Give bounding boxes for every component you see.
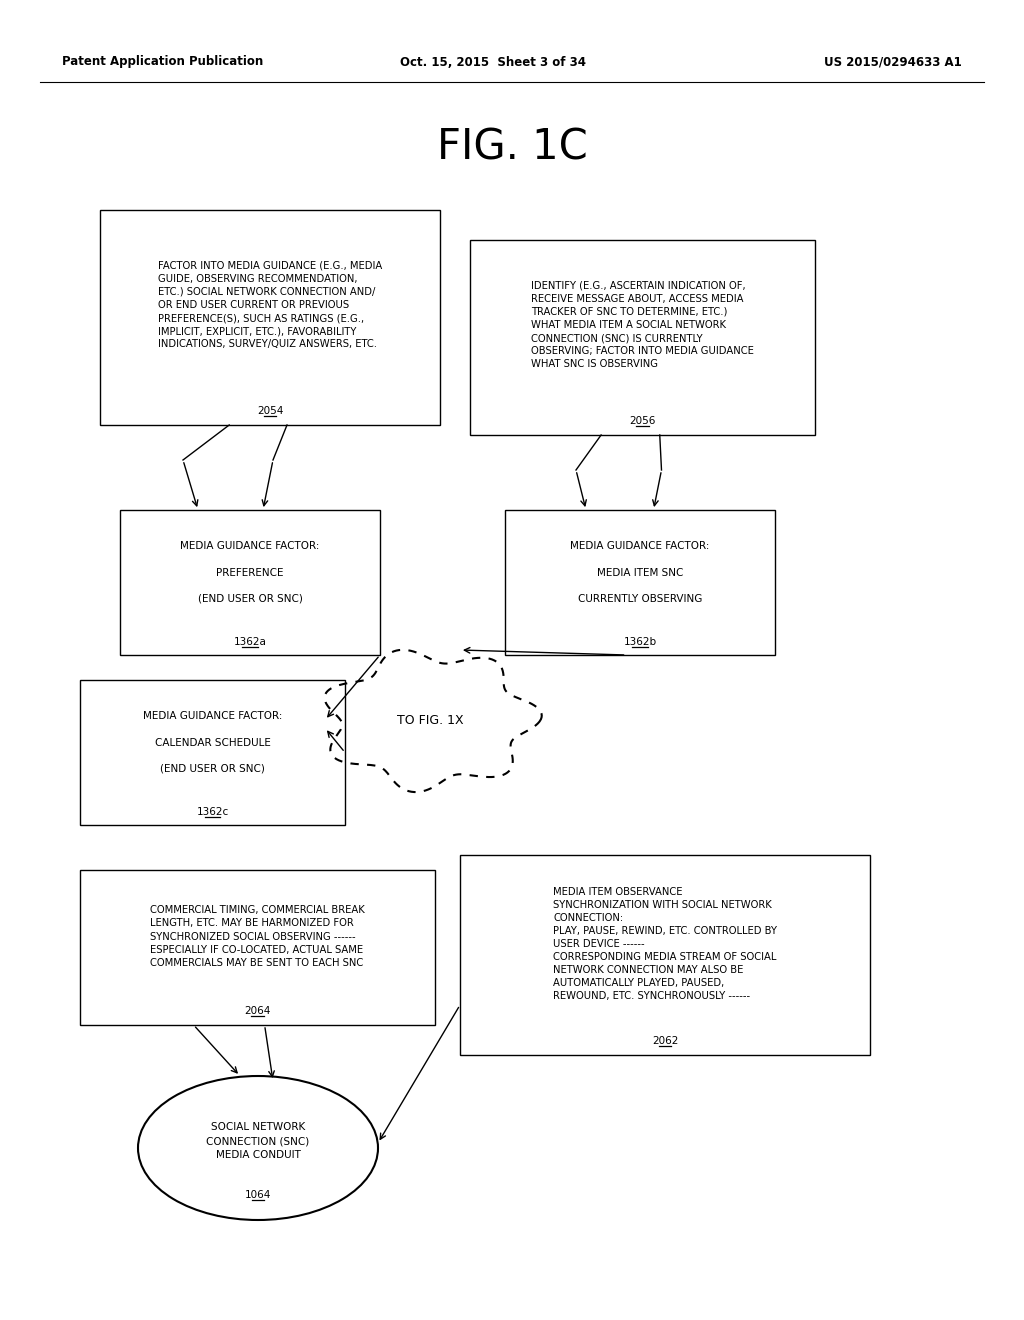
Text: 2064: 2064 <box>245 1006 270 1016</box>
Text: MEDIA GUIDANCE FACTOR:

CALENDAR SCHEDULE

(END USER OR SNC): MEDIA GUIDANCE FACTOR: CALENDAR SCHEDULE… <box>142 711 283 774</box>
Text: 1362c: 1362c <box>197 807 228 817</box>
Text: MEDIA GUIDANCE FACTOR:

MEDIA ITEM SNC

CURRENTLY OBSERVING: MEDIA GUIDANCE FACTOR: MEDIA ITEM SNC CU… <box>570 541 710 605</box>
Text: TO FIG. 1X: TO FIG. 1X <box>396 714 463 726</box>
Text: 2062: 2062 <box>652 1036 678 1045</box>
Text: COMMERCIAL TIMING, COMMERCIAL BREAK
LENGTH, ETC. MAY BE HARMONIZED FOR
SYNCHRONI: COMMERCIAL TIMING, COMMERCIAL BREAK LENG… <box>151 906 365 968</box>
Bar <box>80 870 435 1026</box>
Text: US 2015/0294633 A1: US 2015/0294633 A1 <box>824 55 962 69</box>
Text: 1362a: 1362a <box>233 638 266 647</box>
Bar <box>505 510 775 655</box>
Text: 1064: 1064 <box>245 1191 271 1200</box>
Bar <box>80 680 345 825</box>
Text: 2054: 2054 <box>257 407 284 416</box>
Text: 1362b: 1362b <box>624 638 656 647</box>
Text: FIG. 1C: FIG. 1C <box>436 127 588 169</box>
Text: Oct. 15, 2015  Sheet 3 of 34: Oct. 15, 2015 Sheet 3 of 34 <box>400 55 586 69</box>
Bar <box>470 240 815 436</box>
Text: FACTOR INTO MEDIA GUIDANCE (E.G., MEDIA
GUIDE, OBSERVING RECOMMENDATION,
ETC.) S: FACTOR INTO MEDIA GUIDANCE (E.G., MEDIA … <box>158 261 382 348</box>
Text: Patent Application Publication: Patent Application Publication <box>62 55 263 69</box>
Bar <box>100 210 440 425</box>
Text: MEDIA GUIDANCE FACTOR:

PREFERENCE

(END USER OR SNC): MEDIA GUIDANCE FACTOR: PREFERENCE (END U… <box>180 541 319 605</box>
Ellipse shape <box>138 1076 378 1220</box>
Text: 2056: 2056 <box>630 416 655 426</box>
Text: IDENTIFY (E.G., ASCERTAIN INDICATION OF,
RECEIVE MESSAGE ABOUT, ACCESS MEDIA
TRA: IDENTIFY (E.G., ASCERTAIN INDICATION OF,… <box>531 281 754 370</box>
Text: SOCIAL NETWORK
CONNECTION (SNC)
MEDIA CONDUIT: SOCIAL NETWORK CONNECTION (SNC) MEDIA CO… <box>207 1122 309 1160</box>
Bar <box>460 855 870 1055</box>
Bar <box>120 510 380 655</box>
Text: MEDIA ITEM OBSERVANCE
SYNCHRONIZATION WITH SOCIAL NETWORK
CONNECTION:
PLAY, PAUS: MEDIA ITEM OBSERVANCE SYNCHRONIZATION WI… <box>553 887 777 1001</box>
